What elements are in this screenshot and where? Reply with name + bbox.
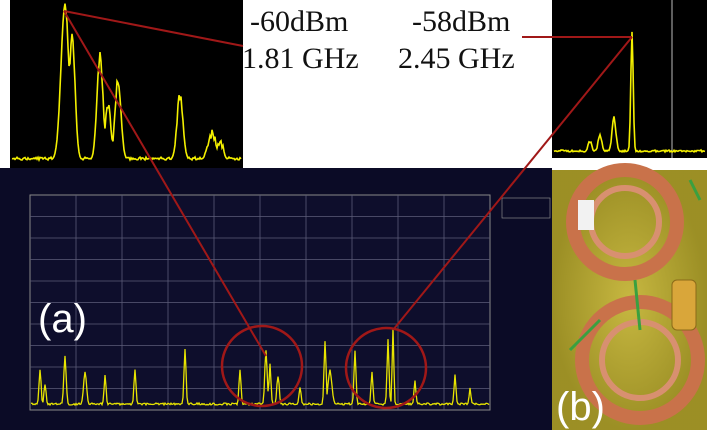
power-label: -60dBm [250,5,348,38]
frequency-label: 2.45 GHz [398,42,515,75]
component [578,200,594,230]
figure: -60dBm 1.81 GHz -58dBm 2.45 GHz (a) (b) [0,0,707,430]
legend-box [502,198,550,218]
panel-label: (a) [38,297,87,341]
frequency-label: 1.81 GHz [242,42,359,75]
figure-canvas: -60dBm 1.81 GHz -58dBm 2.45 GHz (a) (b) [0,0,707,430]
power-label: -58dBm [412,5,510,38]
connector [672,280,696,330]
panel-label: (b) [556,385,605,429]
